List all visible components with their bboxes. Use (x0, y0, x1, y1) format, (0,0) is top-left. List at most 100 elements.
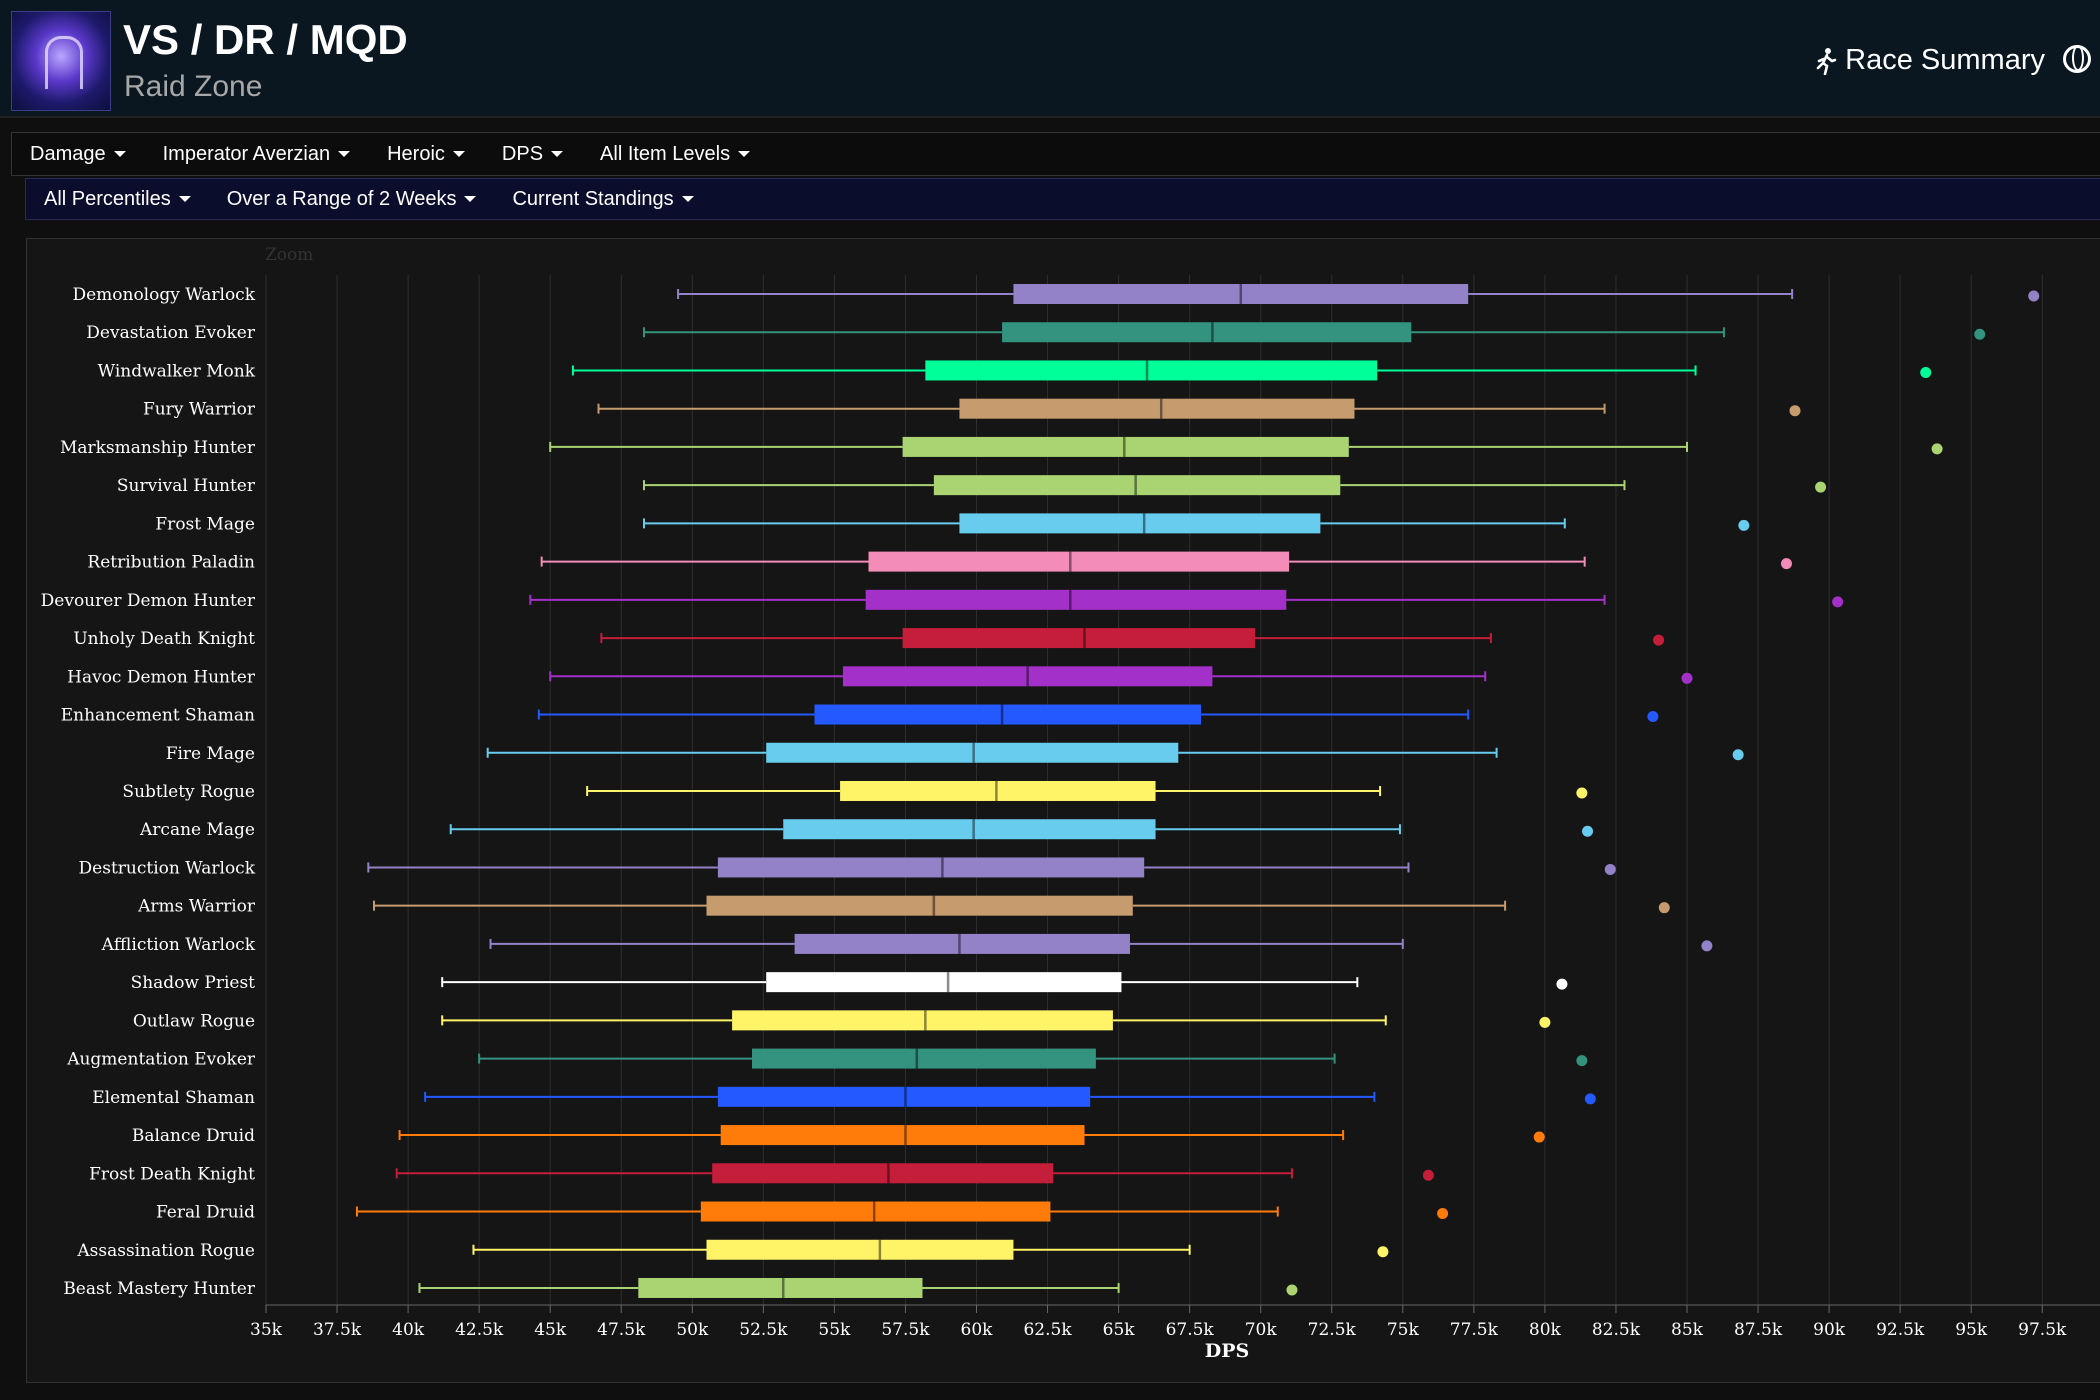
outlier-point[interactable] (1286, 1284, 1298, 1296)
box-series[interactable] (597, 398, 1801, 419)
box-series[interactable] (372, 895, 1670, 916)
outlier-point[interactable] (1539, 1016, 1551, 1028)
box-series[interactable] (600, 628, 1665, 649)
outlier-point[interactable] (1789, 405, 1801, 417)
outlier-point[interactable] (1732, 749, 1744, 761)
iqr-box[interactable] (751, 1048, 1096, 1069)
box-series[interactable] (677, 284, 2040, 304)
box-series[interactable] (418, 1277, 1298, 1298)
iqr-box[interactable] (959, 513, 1321, 534)
iqr-box[interactable] (717, 857, 1145, 878)
box-series[interactable] (529, 589, 1844, 610)
box-series[interactable] (642, 322, 1986, 343)
outlier-point[interactable] (1437, 1208, 1449, 1220)
category-label: Outlaw Rogue (133, 1011, 255, 1031)
outlier-point[interactable] (1604, 863, 1616, 875)
time-range-dropdown[interactable]: Over a Range of 2 Weeks (227, 188, 477, 211)
box-series[interactable] (395, 1163, 1434, 1184)
box-series[interactable] (424, 1086, 1596, 1107)
outlier-point[interactable] (1931, 443, 1943, 455)
box-series[interactable] (449, 819, 1594, 840)
box-series[interactable] (549, 666, 1693, 687)
box-series[interactable] (472, 1239, 1389, 1260)
x-tick-label: 95k (1955, 1320, 1988, 1340)
iqr-box[interactable] (794, 933, 1130, 954)
outlier-point[interactable] (1422, 1169, 1434, 1181)
iqr-box[interactable] (840, 780, 1156, 801)
dps-boxplot-chart[interactable]: Zoom Demonology Warlock Devastation Evoke… (27, 239, 2100, 1384)
iqr-box[interactable] (766, 742, 1179, 763)
zoom-label[interactable]: Zoom (265, 245, 313, 265)
iqr-box[interactable] (814, 704, 1202, 725)
outlier-point[interactable] (1701, 940, 1713, 952)
box-series[interactable] (441, 972, 1568, 993)
box-series[interactable] (367, 857, 1616, 878)
outlier-point[interactable] (1576, 1055, 1588, 1067)
race-summary-link[interactable]: Race Summary (1815, 44, 2045, 77)
box-series[interactable] (537, 704, 1659, 725)
iqr-box[interactable] (1002, 322, 1412, 343)
outlier-point[interactable] (1832, 596, 1844, 608)
outlier-point[interactable] (1738, 519, 1750, 531)
iqr-box[interactable] (842, 666, 1213, 687)
outlier-point[interactable] (1584, 1093, 1596, 1105)
iqr-box[interactable] (706, 1239, 1014, 1260)
outlier-point[interactable] (1780, 558, 1792, 570)
outlier-point[interactable] (1653, 634, 1665, 646)
box-series[interactable] (441, 1010, 1551, 1031)
box-series[interactable] (478, 1048, 1588, 1069)
boss-dropdown[interactable]: Imperator Averzian (163, 143, 351, 166)
iqr-box[interactable] (766, 972, 1122, 993)
iqr-box[interactable] (732, 1010, 1113, 1031)
category-label: Fire Mage (166, 744, 255, 764)
outlier-point[interactable] (1647, 711, 1659, 723)
percentile-dropdown[interactable]: All Percentiles (44, 188, 191, 211)
iqr-box[interactable] (1013, 284, 1469, 304)
iqr-box[interactable] (902, 436, 1349, 457)
iqr-box[interactable] (868, 551, 1290, 572)
outlier-point[interactable] (2028, 290, 2040, 302)
iqr-box[interactable] (712, 1163, 1054, 1184)
page-subtitle: Raid Zone (124, 70, 263, 103)
iqr-box[interactable] (933, 475, 1341, 496)
box-series[interactable] (486, 742, 1744, 763)
outlier-point[interactable] (1576, 787, 1588, 799)
iqr-box[interactable] (700, 1201, 1051, 1222)
box-series[interactable] (398, 1125, 1545, 1146)
box-series[interactable] (642, 513, 1750, 534)
iqr-box[interactable] (783, 819, 1156, 840)
iqr-box[interactable] (717, 1086, 1091, 1107)
box-series[interactable] (586, 780, 1588, 801)
outlier-point[interactable] (1815, 481, 1827, 493)
outlier-point[interactable] (1920, 366, 1932, 378)
iqr-box[interactable] (865, 589, 1287, 610)
iqr-box[interactable] (638, 1277, 923, 1298)
outlier-point[interactable] (1658, 902, 1670, 914)
item-level-dropdown[interactable]: All Item Levels (600, 143, 751, 166)
outlier-point[interactable] (1582, 825, 1594, 837)
race-summary-label[interactable]: Race Summary (1845, 44, 2045, 76)
role-dropdown[interactable]: DPS (502, 143, 564, 166)
box-series[interactable] (355, 1201, 1449, 1222)
x-tick-label: 65k (1103, 1320, 1136, 1340)
iqr-box[interactable] (720, 1125, 1085, 1146)
box-series[interactable] (571, 360, 1932, 381)
box-series[interactable] (540, 551, 1792, 572)
iqr-box[interactable] (959, 398, 1355, 419)
box-series[interactable] (489, 933, 1713, 954)
box-series[interactable] (549, 436, 1943, 457)
metric-dropdown[interactable]: Damage (30, 143, 126, 166)
outlier-point[interactable] (1556, 978, 1568, 990)
difficulty-dropdown[interactable]: Heroic (387, 143, 465, 166)
iqr-box[interactable] (902, 628, 1256, 649)
outlier-point[interactable] (1377, 1246, 1389, 1258)
outlier-point[interactable] (1974, 328, 1986, 340)
outlier-point[interactable] (1533, 1131, 1545, 1143)
x-tick-label: 55k (818, 1320, 851, 1340)
outlier-point[interactable] (1681, 672, 1693, 684)
iqr-box[interactable] (925, 360, 1378, 381)
box-series[interactable] (642, 475, 1827, 496)
iqr-box[interactable] (706, 895, 1133, 916)
globe-icon[interactable] (2063, 45, 2091, 73)
standings-dropdown[interactable]: Current Standings (512, 188, 694, 211)
